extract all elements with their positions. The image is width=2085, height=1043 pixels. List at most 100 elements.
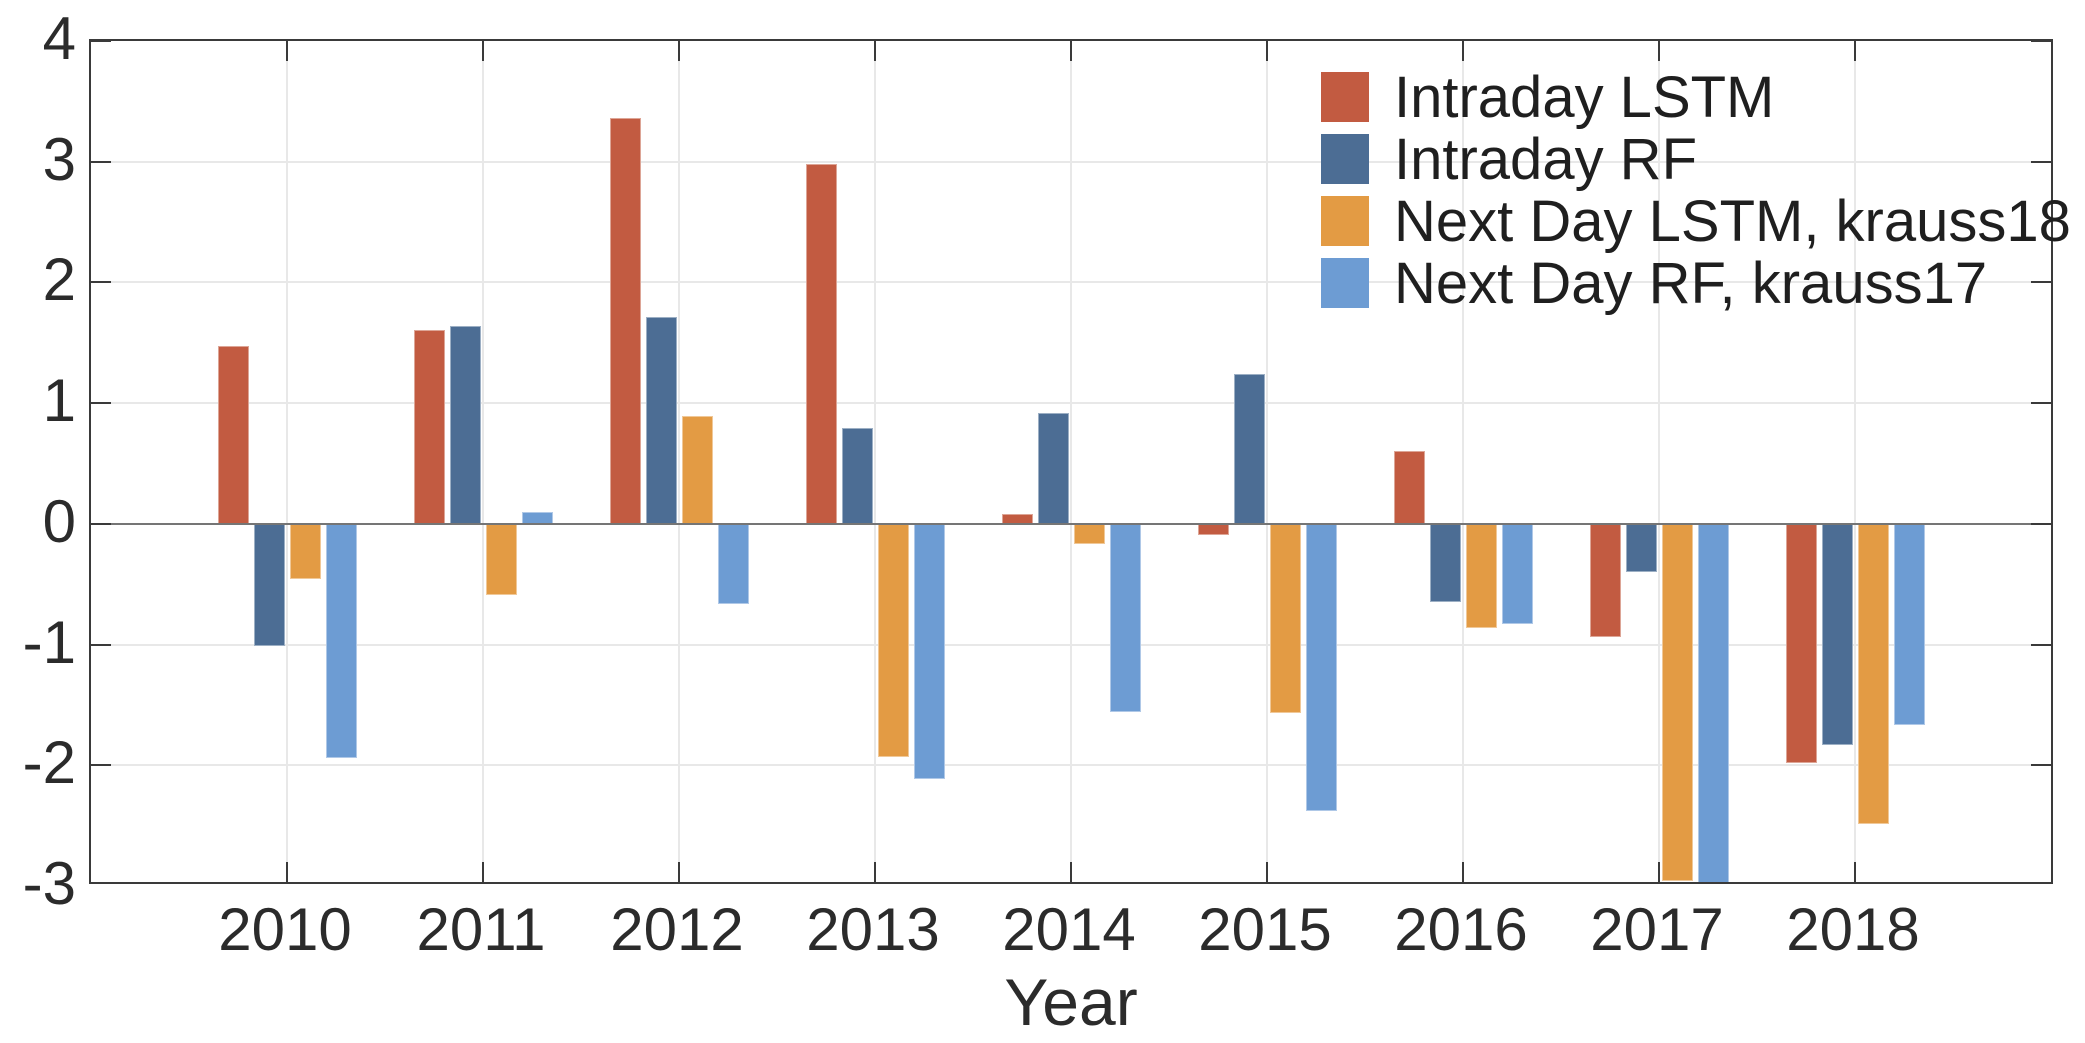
x-tick-top-2016 [1462,41,1464,61]
bar-intraday-rf-2010 [254,523,285,646]
legend-row-next-day-rf-krauss17: Next Day RF, krauss17 [1321,251,2071,316]
legend-label-next-day-rf-krauss17: Next Day RF, krauss17 [1394,250,1988,316]
bar-next-day-lstm-krauss18-2016 [1466,523,1497,628]
x-tick-label-2013: 2013 [806,896,940,963]
y-tick-right--1 [2031,643,2051,646]
bar-next-day-lstm-krauss18-2017 [1662,523,1693,882]
bar-intraday-lstm-2016 [1394,451,1425,524]
legend-swatch-intraday-lstm [1321,72,1369,122]
bar-next-day-rf-krauss17-2017 [1698,523,1729,882]
x-tick-label-2015: 2015 [1198,896,1332,963]
v-gridline-2012 [678,41,680,882]
y-tick-right-2 [2031,281,2051,284]
x-tick-bottom-2015 [1266,862,1268,882]
zero-line [91,522,2051,525]
x-tick-top-2015 [1266,41,1268,61]
x-axis-title: Year [1004,965,1138,1039]
x-tick-top-2018 [1854,41,1856,61]
bar-intraday-lstm-2015 [1198,523,1229,535]
legend-row-intraday-rf: Intraday RF [1321,127,2071,192]
legend-swatch-next-day-lstm-krauss18 [1321,196,1369,246]
bar-intraday-lstm-2013 [806,164,837,524]
y-tick-label-2: 2 [42,246,76,314]
y-tick-label-3: 3 [42,125,76,193]
legend-row-intraday-lstm: Intraday LSTM [1321,65,2071,130]
y-tick-left-2 [91,281,111,284]
y-tick-left-1 [91,402,111,405]
legend-label-intraday-lstm: Intraday LSTM [1394,64,1775,130]
x-tick-bottom-2013 [874,862,876,882]
bar-next-day-rf-krauss17-2015 [1306,523,1337,812]
x-tick-top-2012 [678,41,680,61]
x-tick-top-2013 [874,41,876,61]
legend-row-next-day-lstm-krauss18: Next Day LSTM, krauss18 [1321,189,2071,254]
bar-next-day-lstm-krauss18-2014 [1074,523,1105,545]
x-tick-bottom-2014 [1070,862,1072,882]
bar-intraday-lstm-2012 [610,118,641,524]
bar-next-day-rf-krauss17-2010 [326,523,357,759]
bar-next-day-rf-krauss17-2013 [914,523,945,779]
v-gridline-2013 [874,41,876,882]
x-tick-label-2017: 2017 [1590,896,1724,963]
bar-next-day-rf-krauss17-2018 [1894,523,1925,726]
bar-next-day-lstm-krauss18-2013 [878,523,909,757]
x-tick-bottom-2018 [1854,862,1856,882]
bar-intraday-rf-2014 [1038,412,1069,524]
y-tick-label--2: -2 [22,729,76,797]
bar-next-day-lstm-krauss18-2018 [1858,523,1889,825]
x-tick-top-2017 [1658,41,1660,61]
legend-swatch-next-day-rf-krauss17 [1321,258,1369,308]
x-tick-label-2016: 2016 [1394,896,1528,963]
v-gridline-2018 [1854,41,1856,882]
v-gridline-2010 [286,41,288,882]
bar-intraday-rf-2017 [1626,523,1657,573]
y-tick-right-4 [2031,41,2051,42]
x-tick-bottom-2017 [1658,862,1660,882]
y-tick-left--1 [91,643,111,646]
x-tick-bottom-2012 [678,862,680,882]
x-tick-bottom-2010 [286,862,288,882]
y-tick-label--1: -1 [22,608,76,676]
bar-intraday-rf-2016 [1430,523,1461,603]
y-tick-label-0: 0 [42,487,76,555]
x-tick-bottom-2016 [1462,862,1464,882]
bar-intraday-lstm-2011 [414,329,445,524]
bar-next-day-rf-krauss17-2016 [1502,523,1533,625]
legend-label-intraday-rf: Intraday RF [1394,126,1697,192]
bar-next-day-rf-krauss17-2012 [718,523,749,604]
y-tick-right--2 [2031,764,2051,767]
bar-next-day-rf-krauss17-2014 [1110,523,1141,713]
bar-intraday-lstm-2018 [1786,523,1817,763]
bar-intraday-lstm-2010 [218,346,249,524]
v-gridline-2016 [1462,41,1464,882]
x-tick-label-2010: 2010 [218,896,352,963]
x-tick-label-2012: 2012 [610,896,744,963]
legend: Intraday LSTM Intraday RF Next Day LSTM, k… [1321,65,2071,320]
x-tick-top-2014 [1070,41,1072,61]
y-tick-label--3: -3 [22,850,76,917]
bar-intraday-rf-2011 [450,325,481,524]
bar-next-day-lstm-krauss18-2011 [486,523,517,596]
v-gridline-2015 [1266,41,1268,882]
y-tick-left-0 [91,522,111,525]
y-tick-left--2 [91,764,111,767]
y-tick-left-3 [91,160,111,163]
y-tick-right-1 [2031,402,2051,405]
bar-next-day-lstm-krauss18-2010 [290,523,321,580]
bar-intraday-rf-2013 [842,428,873,524]
bar-intraday-rf-2015 [1234,374,1265,524]
y-tick-right-0 [2031,522,2051,525]
x-tick-top-2010 [286,41,288,61]
legend-label-next-day-lstm-krauss18: Next Day LSTM, krauss18 [1394,188,2071,254]
bar-intraday-rf-2012 [646,317,677,524]
bar-next-day-lstm-krauss18-2015 [1270,523,1301,714]
x-tick-label-2011: 2011 [416,896,546,963]
bar-intraday-rf-2018 [1822,523,1853,745]
v-gridline-2017 [1658,41,1660,882]
bar-intraday-lstm-2017 [1590,523,1621,638]
v-gridline-2011 [482,41,484,882]
x-tick-bottom-2011 [482,862,484,882]
plot-area [89,39,2053,884]
v-gridline-2014 [1070,41,1072,882]
